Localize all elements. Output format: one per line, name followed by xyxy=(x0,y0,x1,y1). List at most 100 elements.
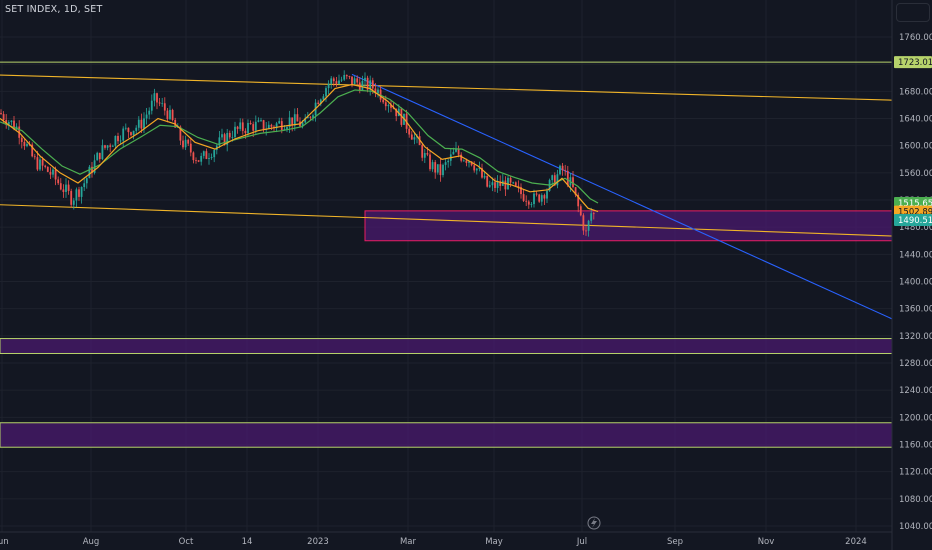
candle-down xyxy=(429,154,431,170)
y-tick-label: 1480.00 xyxy=(899,223,932,233)
candle-up xyxy=(15,126,18,130)
candle-down xyxy=(98,152,101,160)
candle-down xyxy=(335,81,338,84)
candle-down xyxy=(345,75,348,77)
candle-up xyxy=(540,195,543,202)
candle-up xyxy=(85,178,88,184)
candle-down xyxy=(13,120,15,130)
candle-down xyxy=(543,195,546,199)
candle-down xyxy=(439,164,442,176)
candle-down xyxy=(457,148,460,155)
candle-down xyxy=(408,128,411,135)
candle-up xyxy=(546,190,548,199)
candle-down xyxy=(158,102,161,104)
candle-up xyxy=(559,165,561,175)
y-tick-label: 1680.00 xyxy=(899,87,932,97)
candle-down xyxy=(192,152,195,161)
candle-down xyxy=(20,137,23,142)
candle-down xyxy=(410,134,413,140)
candle-down xyxy=(426,153,429,155)
candle-down xyxy=(395,108,398,117)
candle-down xyxy=(228,132,231,138)
candle-down xyxy=(535,193,538,195)
candle-down xyxy=(592,213,595,215)
candle-down xyxy=(104,145,106,148)
y-tick-label: 1440.00 xyxy=(899,250,932,260)
candle-down xyxy=(241,122,244,131)
candle-down xyxy=(517,185,520,187)
candle-up xyxy=(293,114,296,126)
candle-up xyxy=(132,130,135,136)
candle-down xyxy=(44,165,47,167)
candle-up xyxy=(213,150,216,158)
candle-up xyxy=(361,80,364,91)
candle-down xyxy=(366,77,369,90)
lightning-icon[interactable] xyxy=(587,516,601,530)
candle-up xyxy=(491,182,494,186)
candle-up xyxy=(161,103,164,105)
candle-down xyxy=(574,187,577,195)
candle-up xyxy=(145,114,148,119)
candle-down xyxy=(382,99,385,103)
candle-down xyxy=(166,110,169,120)
ema-slow-line xyxy=(0,89,599,204)
candle-up xyxy=(65,184,67,192)
price-axis[interactable] xyxy=(892,0,932,550)
candle-up xyxy=(169,109,171,120)
candle-down xyxy=(36,157,39,170)
candle-down xyxy=(553,175,556,186)
candle-up xyxy=(551,175,554,181)
candle-up xyxy=(483,175,486,178)
candle-down xyxy=(421,145,424,158)
candle-down xyxy=(182,140,184,148)
candle-up xyxy=(413,137,416,140)
channel-upper-line xyxy=(0,74,893,101)
candle-down xyxy=(205,151,208,159)
candle-down xyxy=(374,88,377,94)
candle-up xyxy=(288,117,291,128)
lightning-icon-glyph xyxy=(591,518,597,528)
candle-down xyxy=(564,170,567,172)
candle-up xyxy=(330,78,333,84)
x-tick-label: Jul xyxy=(576,537,587,547)
candle-up xyxy=(423,153,426,158)
candle-up xyxy=(210,157,213,159)
candle-down xyxy=(538,194,541,202)
candle-up xyxy=(135,127,138,131)
candle-up xyxy=(226,132,229,145)
candle-up xyxy=(143,118,145,129)
y-tick-label: 1040.00 xyxy=(899,522,932,532)
candle-up xyxy=(247,123,249,134)
y-tick-label: 1760.00 xyxy=(899,33,932,43)
candle-down xyxy=(585,230,587,232)
candle-down xyxy=(179,126,182,141)
candle-down xyxy=(244,130,247,134)
candle-down xyxy=(309,116,312,118)
candle-up xyxy=(530,204,533,205)
candle-down xyxy=(249,123,252,125)
x-tick-label: May xyxy=(485,537,503,547)
candle-down xyxy=(67,184,70,191)
candle-down xyxy=(504,180,507,190)
candle-down xyxy=(291,117,294,126)
x-tick-label: Aug xyxy=(83,537,100,547)
candle-up xyxy=(325,88,327,97)
candle-up xyxy=(52,169,54,175)
candle-down xyxy=(2,114,5,121)
chart-settings-button[interactable] xyxy=(896,3,930,22)
x-tick-label: Jun xyxy=(0,537,9,547)
candle-up xyxy=(260,120,262,121)
candle-down xyxy=(109,145,112,147)
candle-up xyxy=(442,164,444,176)
candle-up xyxy=(208,158,210,159)
candle-up xyxy=(75,189,78,201)
price-tag xyxy=(894,214,932,227)
candle-down xyxy=(41,159,44,166)
candle-up xyxy=(556,174,559,186)
price-tag-label: 1490.51 xyxy=(898,216,932,226)
candle-up xyxy=(257,120,260,122)
candle-up xyxy=(111,145,114,147)
candle-down xyxy=(54,169,57,180)
